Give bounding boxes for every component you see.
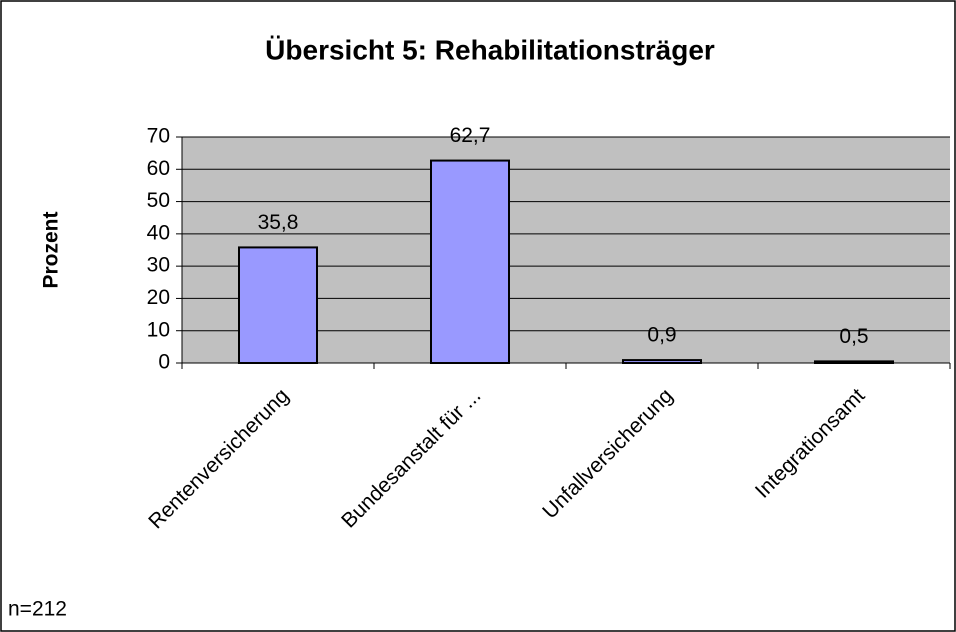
y-tick-label: 40	[147, 221, 170, 244]
value-label: 62,7	[450, 124, 491, 147]
value-label: 35,8	[258, 211, 299, 234]
bar	[622, 359, 702, 365]
y-axis-label: Prozent	[40, 211, 63, 288]
y-tick-label: 0	[158, 351, 170, 374]
note: n=212	[8, 598, 67, 621]
y-tick-label: 60	[147, 157, 170, 180]
value-label: 0,5	[839, 325, 868, 348]
chart-title: Übersicht 5: Rehabilitationsträger	[265, 34, 715, 65]
y-tick-label: 70	[147, 125, 170, 148]
value-label: 0,9	[647, 324, 676, 347]
y-tick-label: 10	[147, 318, 170, 341]
bar	[238, 246, 318, 364]
y-tick-label: 20	[147, 286, 170, 309]
bar	[430, 159, 510, 364]
y-tick-label: 50	[147, 189, 170, 212]
y-tick-label: 30	[147, 254, 170, 277]
bar	[814, 360, 894, 364]
